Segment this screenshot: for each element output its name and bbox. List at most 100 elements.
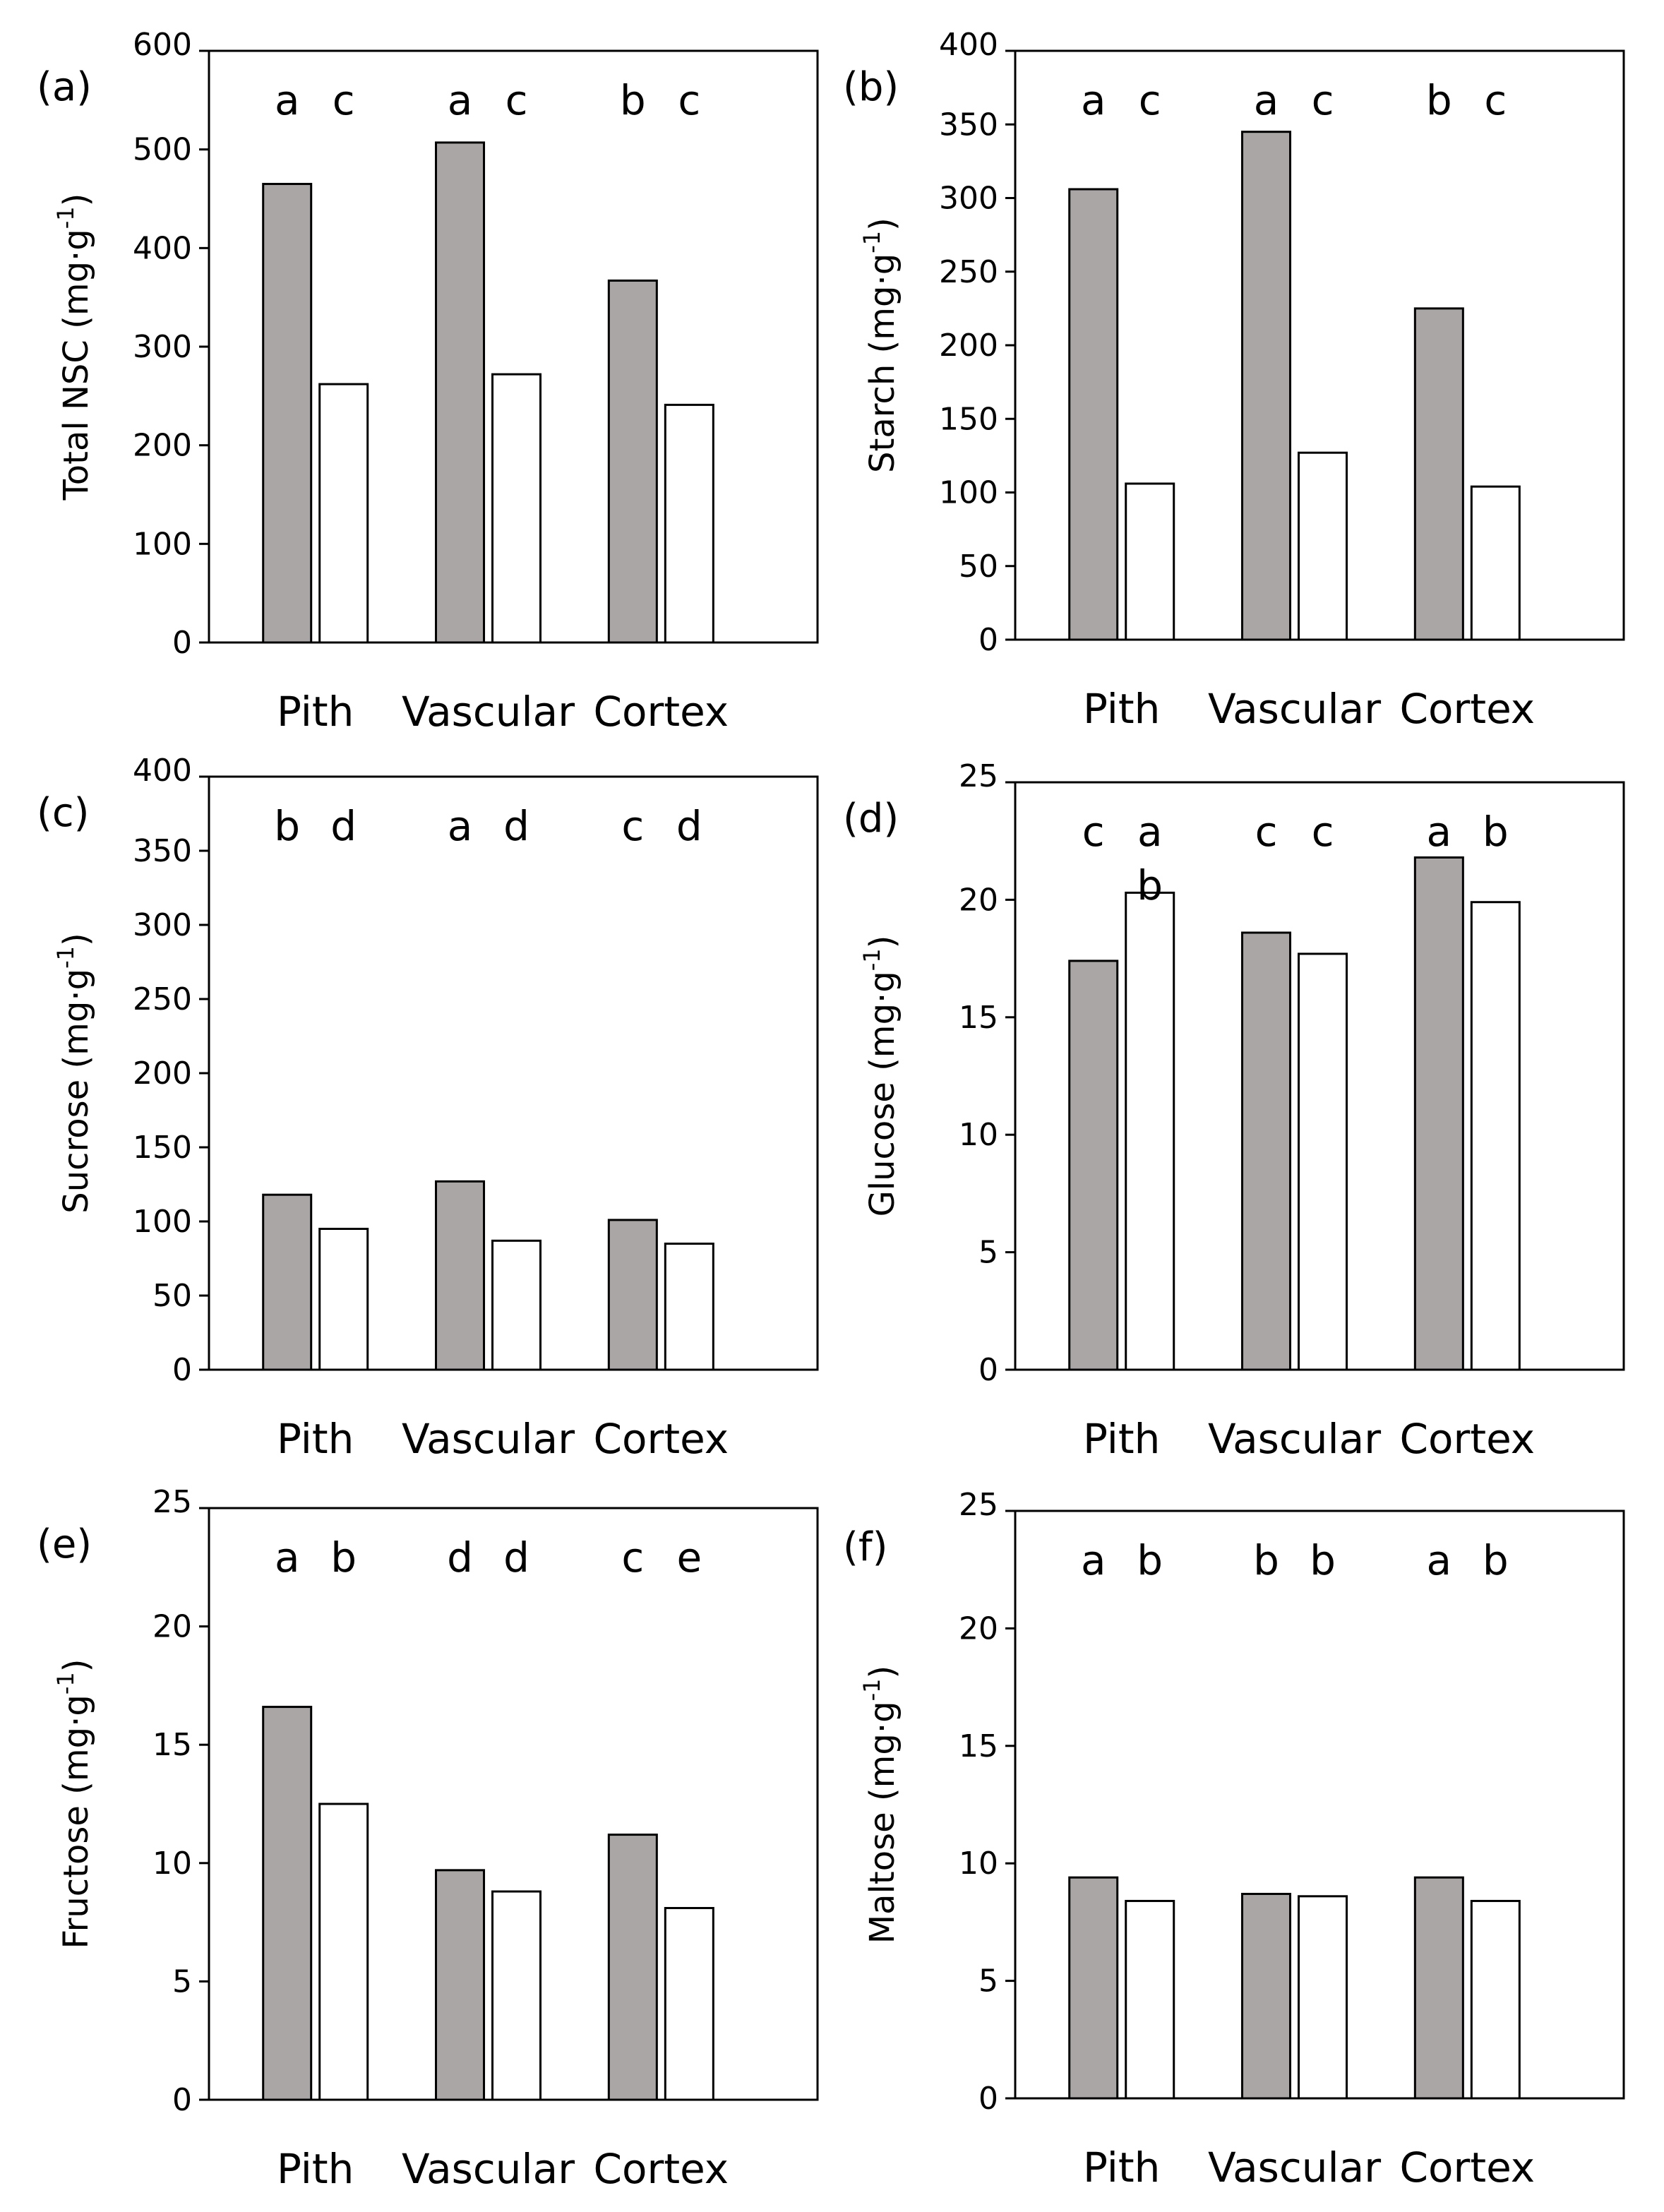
y-tick-label: 5 (172, 1963, 192, 1999)
y-tick-label: 250 (939, 254, 998, 290)
y-tick-label: 0 (172, 1352, 192, 1388)
category-label: Pith (277, 688, 354, 736)
significance-letter: b (620, 76, 646, 124)
category-label: Vascular (1208, 685, 1381, 733)
bar-cortex-gray (1413, 307, 1464, 641)
bar-pith-white (1125, 1899, 1175, 2100)
category-label: Vascular (402, 688, 575, 736)
y-axis-label-superscript: -1 (858, 948, 885, 971)
y-axis-label: Starch (mg·g-1) (858, 217, 902, 473)
y-axis-label-text: Starch (mg·g (863, 253, 902, 473)
significance-letter: d (447, 1534, 473, 1582)
significance-letter: c (1312, 808, 1334, 856)
y-tick-label: 500 (133, 132, 192, 168)
significance-letter: e (676, 1534, 702, 1582)
significance-letter: a (448, 802, 473, 850)
y-tick-label: 15 (152, 1727, 192, 1763)
y-tick-label: 0 (978, 622, 998, 658)
category-label: Cortex (1400, 1415, 1536, 1463)
y-tick-label: 300 (133, 329, 192, 365)
y-axis-label-superscript: -1 (52, 946, 79, 969)
bar-vascular-white (1298, 451, 1348, 641)
y-tick-label: 250 (133, 981, 192, 1017)
significance-letter: c (621, 1534, 644, 1582)
y-tick-label: 400 (939, 27, 998, 63)
bar-pith-white (318, 1803, 369, 2101)
bar-pith-white (1125, 891, 1175, 1371)
y-tick-label: 0 (172, 2082, 192, 2118)
significance-letter: a (275, 76, 300, 124)
bar-pith-gray (1068, 188, 1119, 641)
significance-letter: d (503, 1534, 529, 1582)
significance-letter: d (676, 802, 702, 850)
y-axis-label-text: Maltose (mg·g (863, 1701, 902, 1944)
y-axis-label: Maltose (mg·g-1) (858, 1666, 902, 1944)
y-axis-label-text: Glucose (mg·g (863, 971, 902, 1216)
y-tick-label: 100 (133, 526, 192, 562)
bar-cortex-white (1470, 1899, 1521, 2100)
y-tick-label: 150 (133, 1130, 192, 1166)
y-axis-label: Total NSC (mg·g-1) (52, 193, 96, 501)
bar-pith-gray (262, 1193, 313, 1371)
y-tick-label: 20 (959, 882, 998, 918)
y-tick-label: 100 (939, 475, 998, 511)
bar-vascular-white (1298, 1895, 1348, 2100)
y-axis-label: Glucose (mg·g-1) (858, 935, 902, 1217)
significance-letter: c (505, 76, 528, 124)
y-tick-label: 25 (959, 758, 998, 794)
category-label: Pith (1083, 1415, 1160, 1463)
y-tick-label: 25 (959, 1487, 998, 1523)
significance-letter: a (1081, 1536, 1106, 1584)
category-label: Vascular (1208, 1415, 1381, 1463)
y-tick-label: 50 (959, 549, 998, 585)
bar-pith-gray (1068, 959, 1119, 1371)
y-tick-label: 5 (978, 1235, 998, 1271)
bar-vascular-gray (435, 1869, 486, 2101)
category-label: Cortex (594, 1415, 729, 1463)
significance-letter: a (1137, 808, 1163, 856)
y-axis-label-text: Fructose (mg·g (56, 1694, 96, 1949)
y-axis-label: Fructose (mg·g-1) (52, 1659, 96, 1949)
significance-letter: c (678, 76, 700, 124)
y-tick-label: 10 (959, 1117, 998, 1153)
significance-letter: b (1483, 808, 1509, 856)
panel-label: (d) (843, 796, 899, 842)
significance-letter: a (1427, 1536, 1452, 1584)
y-tick-label: 15 (959, 1000, 998, 1036)
significance-letter: c (621, 802, 644, 850)
category-label: Vascular (1208, 2144, 1381, 2192)
bar-pith-gray (1068, 1876, 1119, 2100)
y-tick-label: 0 (978, 2081, 998, 2117)
y-tick-label: 0 (172, 625, 192, 661)
y-axis-label-close: ) (863, 935, 902, 949)
category-label: Pith (1083, 2144, 1160, 2192)
y-tick-label: 20 (152, 1609, 192, 1645)
category-label: Cortex (1400, 2144, 1536, 2192)
significance-letter: c (1139, 76, 1161, 124)
significance-letter: a (448, 76, 473, 124)
significance-letter: d (330, 802, 357, 850)
significance-letter: c (1255, 808, 1278, 856)
significance-letter: b (1426, 76, 1452, 124)
y-axis-label-close: ) (56, 193, 96, 207)
y-tick-label: 200 (133, 428, 192, 464)
bar-pith-gray (262, 183, 313, 644)
bar-cortex-white (1470, 485, 1521, 641)
y-tick-label: 10 (152, 1846, 192, 1882)
y-axis-label-text: Sucrose (mg·g (56, 969, 96, 1214)
bar-vascular-white (491, 1239, 542, 1371)
panel-label: (f) (843, 1524, 887, 1570)
bar-vascular-white (1298, 952, 1348, 1371)
y-axis-label-superscript: -1 (858, 1679, 885, 1702)
bar-vascular-white (491, 1890, 542, 2101)
significance-letter: a (1254, 76, 1279, 124)
significance-letter: b (1483, 1536, 1509, 1584)
y-axis-label-close: ) (863, 217, 902, 231)
bar-cortex-white (664, 1906, 714, 2101)
significance-letter: b (1137, 861, 1163, 909)
bar-vascular-white (491, 373, 542, 644)
significance-letter: b (330, 1534, 357, 1582)
